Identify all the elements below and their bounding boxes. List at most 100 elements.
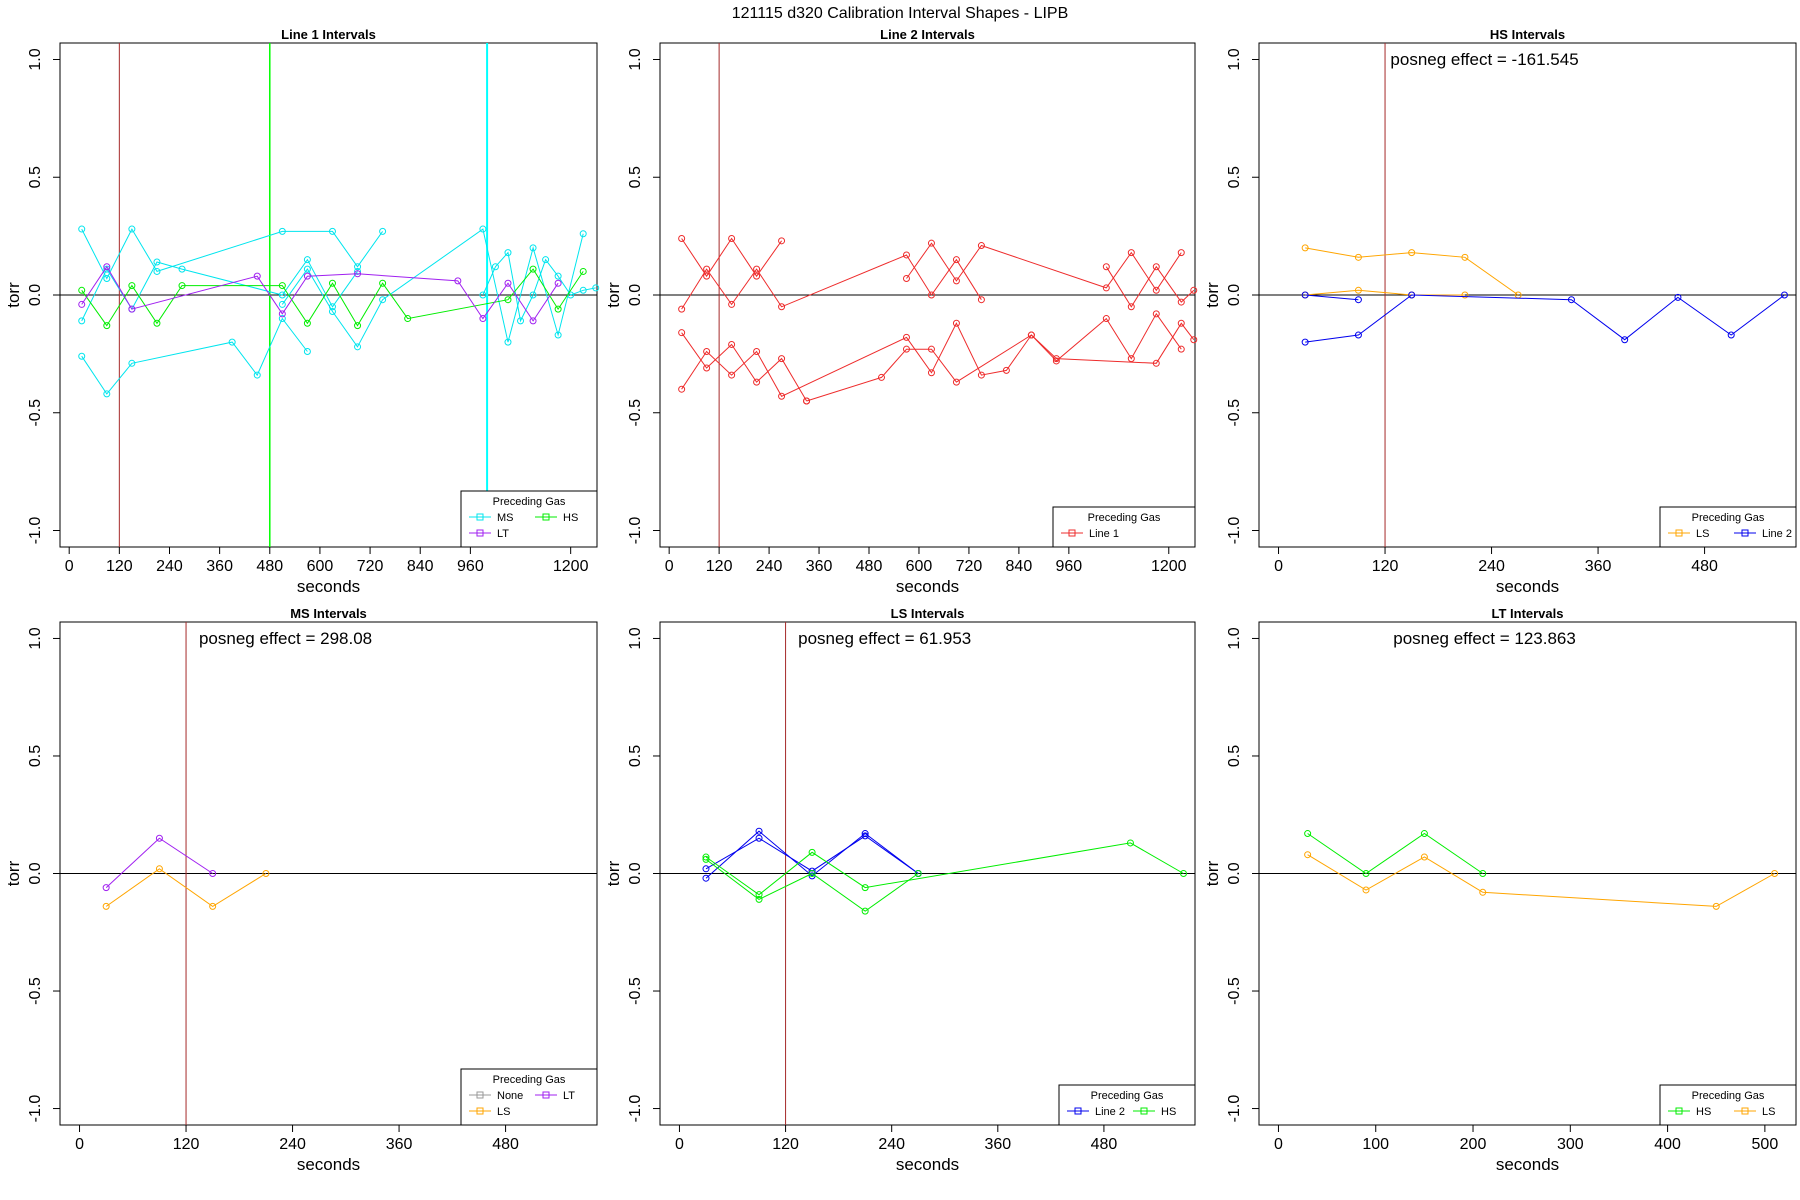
data-series (102, 865, 270, 910)
series-line (705, 859, 919, 912)
x-tick-label: 480 (1091, 1136, 1118, 1153)
series-line (1307, 854, 1775, 907)
legend-label: LS (1696, 528, 1709, 540)
data-series (1301, 244, 1522, 299)
chart-panels: Line 1 Intervals -1.0 -0.5 0.0 0.5 1.0 0 120 240… (4, 27, 1797, 1174)
data-point (262, 870, 270, 877)
y-tick-label: -0.5 (1226, 977, 1243, 1005)
x-tick-label: 120 (173, 1136, 200, 1153)
data-point (579, 267, 587, 275)
data-point (1126, 839, 1134, 847)
data-point (808, 867, 816, 875)
x-tick-label: 840 (407, 558, 434, 575)
data-point (404, 315, 412, 323)
y-tick-label: 0.5 (27, 745, 44, 767)
data-point (278, 315, 286, 323)
x-tick-label: 240 (878, 1136, 905, 1153)
x-tick-label: 240 (756, 558, 783, 575)
data-point (354, 267, 362, 275)
series-line (81, 228, 384, 280)
legend-box (1659, 1084, 1797, 1126)
chart-panel: MS Intervals -1.0 -0.5 0.0 0.5 1.0 0 120 240 360 4… (4, 606, 598, 1174)
data-point (753, 265, 761, 273)
data-point (529, 244, 537, 252)
data-point (702, 865, 710, 873)
data-point (877, 373, 885, 381)
legend-marker (1074, 1107, 1082, 1115)
data-point (1127, 355, 1135, 363)
data-point (861, 884, 869, 892)
x-tick-label: 1200 (553, 558, 589, 575)
data-point (1354, 296, 1362, 304)
data-point (1052, 355, 1060, 363)
panel-title: MS Intervals (290, 606, 367, 621)
series-line (105, 837, 213, 888)
series-line (681, 312, 1182, 397)
y-tick-label: -1.0 (627, 517, 644, 545)
data-point (703, 272, 711, 280)
x-tick-label: 240 (279, 1136, 306, 1153)
data-point (952, 319, 960, 327)
y-tick-label: 0.5 (627, 745, 644, 767)
data-point (1354, 331, 1362, 339)
data-series (1301, 291, 1362, 304)
data-point (253, 272, 261, 280)
y-tick-label: -1.0 (27, 1095, 44, 1123)
data-point (803, 397, 811, 405)
data-point (1712, 902, 1720, 910)
x-tick-label: 0 (1274, 558, 1283, 575)
data-point (328, 279, 336, 287)
data-point (1354, 253, 1362, 261)
legend-box (460, 1068, 598, 1126)
data-point (1152, 286, 1160, 294)
y-tick-label: -1.0 (27, 517, 44, 545)
y-tick-label: 1.0 (627, 48, 644, 70)
x-axis-title: seconds (1496, 577, 1559, 596)
x-tick-label: 480 (256, 558, 283, 575)
posneg-annotation: posneg effect = 123.863 (1393, 629, 1576, 648)
chart-panel: HS Intervals -1.0 -0.5 0.0 0.5 1.0 0 120 240 360 4… (1203, 27, 1797, 596)
series-line (705, 830, 919, 879)
x-axis-title: seconds (1496, 1155, 1559, 1174)
data-point (1567, 296, 1575, 304)
series-line (281, 228, 584, 348)
data-series (78, 263, 562, 325)
legend-title: Preceding Gas (1692, 1090, 1765, 1102)
data-point (579, 230, 587, 238)
data-point (702, 855, 710, 863)
data-point (278, 310, 286, 318)
data-series (702, 855, 922, 915)
data-point (379, 227, 387, 235)
x-tick-label: 480 (492, 1136, 519, 1153)
legend-marker (1741, 529, 1749, 537)
posneg-annotation: posneg effect = 298.08 (199, 629, 372, 648)
data-point (78, 352, 86, 360)
data-series (1102, 263, 1198, 311)
data-point (1152, 359, 1160, 367)
x-tick-label: 840 (1006, 558, 1033, 575)
legend-label: LS (1762, 1106, 1775, 1118)
data-point (778, 303, 786, 311)
x-tick-label: 500 (1752, 1136, 1779, 1153)
data-point (554, 331, 562, 339)
data-point (542, 256, 550, 264)
data-point (952, 256, 960, 264)
series-line (1105, 265, 1195, 308)
data-point (927, 291, 935, 299)
legend-box (1052, 506, 1196, 548)
data-point (1127, 249, 1135, 257)
x-axis-title: seconds (896, 577, 959, 596)
data-point (1420, 830, 1428, 838)
x-tick-label: 480 (856, 558, 883, 575)
data-point (303, 319, 311, 327)
y-tick-label: 1.0 (27, 48, 44, 70)
data-point (1408, 249, 1416, 257)
data-point (209, 902, 217, 910)
data-point (778, 237, 786, 245)
series-line (81, 268, 584, 327)
x-tick-label: 300 (1557, 1136, 1584, 1153)
legend-label: HS (1161, 1106, 1176, 1118)
x-tick-label: 600 (307, 558, 334, 575)
data-point (808, 848, 816, 856)
legend-marker (476, 513, 484, 521)
